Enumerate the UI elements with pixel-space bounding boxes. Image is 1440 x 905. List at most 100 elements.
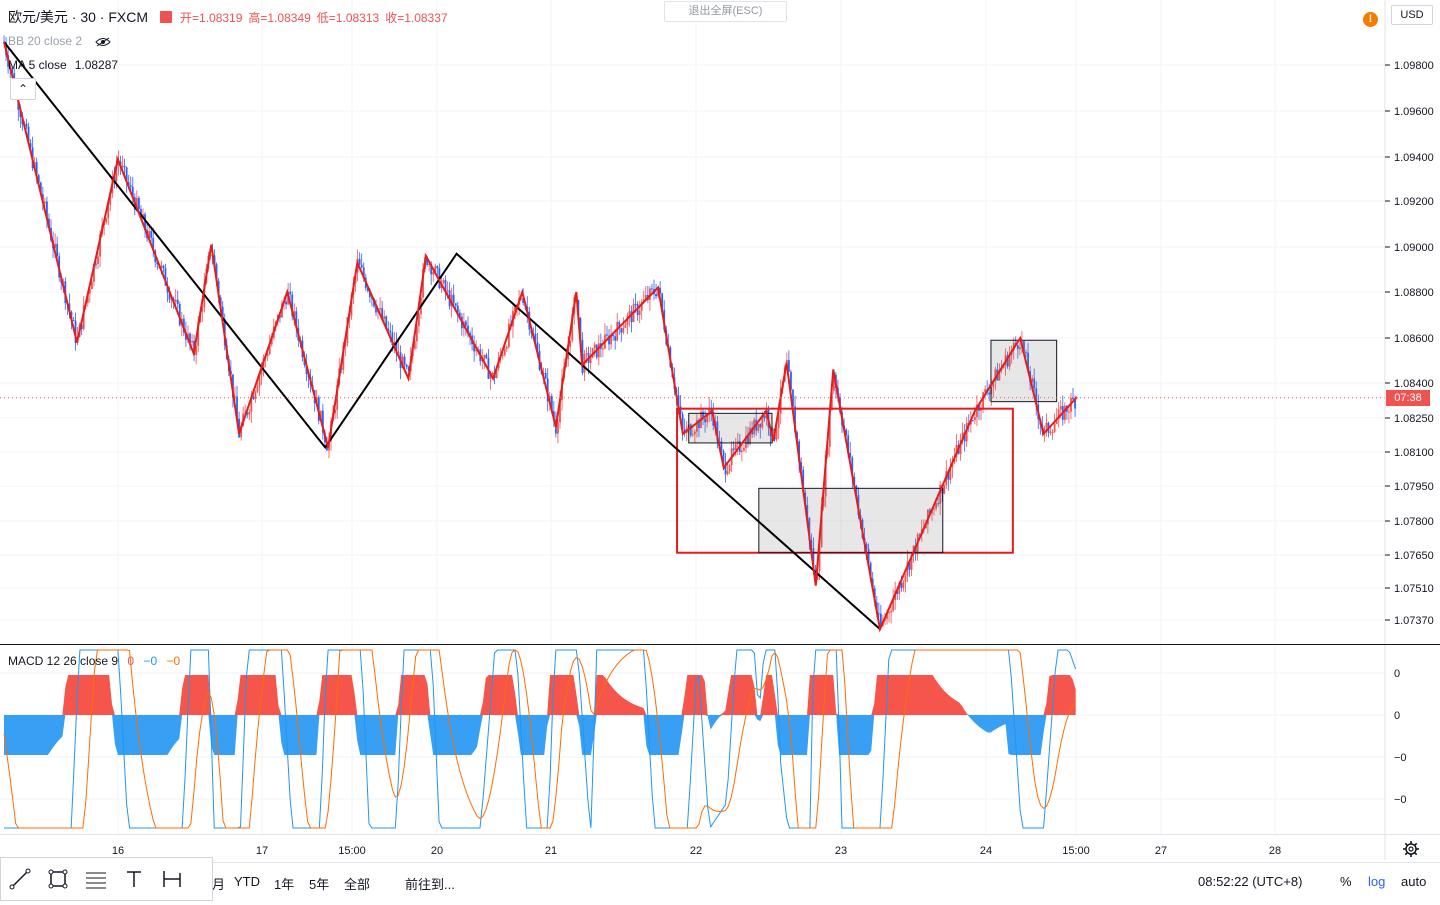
candle-body [935,503,937,509]
candle-body [115,165,118,182]
candle-body [117,161,120,166]
candle-body [170,299,173,301]
candle-body [1057,409,1060,420]
range-month[interactable]: 月 [212,877,226,892]
candle-body [740,450,743,453]
macd-indicator-legend[interactable]: MACD 12 26 close 9 0 −0 −0 [8,654,180,668]
macd-signal-line [3,649,1077,829]
candle-body [178,304,181,326]
candle-body [221,306,224,320]
log-scale-toggle[interactable]: log [1368,874,1386,889]
candle-body [295,311,298,329]
range-all[interactable]: 全部 [344,877,371,892]
candle-body [542,373,545,375]
candle-body [395,342,398,354]
time-tick-label: 28 [1269,845,1281,857]
macd-histogram-positive [4,675,1076,715]
candle-body [142,214,144,217]
price-tick-label: 1.08400 [1394,378,1434,390]
candle-body [980,409,982,411]
macd-tick-label: −0 [1394,752,1407,764]
ohlc-open: 开=1.08319 [180,10,243,25]
zigzag-black-line [3,41,881,630]
candle-body [845,429,848,436]
clock-readout[interactable]: 08:52:22 (UTC+8) [1198,874,1303,889]
range-ytd[interactable]: YTD [234,874,260,889]
candle-body [1012,343,1015,350]
measure-icon[interactable] [153,860,191,898]
candle-body [385,316,388,329]
ohlc-high: 高=1.08349 [248,10,311,25]
candle-body [900,583,903,588]
fib-icon[interactable] [77,860,115,898]
candle-body [976,404,978,418]
candle-body [495,368,498,379]
hidden-eye-icon[interactable] [95,37,112,47]
candle-body [716,421,719,442]
candle-body [585,353,588,355]
candle-body [534,333,537,343]
candle-body [626,315,629,325]
candle-body [557,422,559,434]
candle-body [810,540,813,549]
bb-indicator-legend[interactable]: BB 20 close 2 [8,34,112,48]
candle-body [144,214,146,231]
candle-body [270,337,273,345]
candle-body [383,316,386,320]
exit-fullscreen-button[interactable]: 退出全屏(ESC) [664,1,787,22]
currency-button[interactable]: USD [1391,5,1433,25]
candle-body [1063,405,1066,420]
candle-body [902,581,905,588]
goto-date-button[interactable]: 前往到... [405,877,455,892]
ma-indicator-legend[interactable]: MA 5 close 1.08287 [8,58,118,72]
candle-body [1049,432,1052,434]
candle-body [745,436,747,448]
candle-body [1072,397,1074,400]
macd-line [4,649,1077,829]
candle-body [593,344,596,349]
price-tick-label: 1.07510 [1394,583,1434,595]
candle-body [904,575,907,582]
candle-body [618,322,621,329]
candle-body [649,288,651,301]
percent-scale-toggle[interactable]: % [1340,874,1352,889]
price-tick-label: 1.09400 [1394,152,1434,164]
candle-body [195,346,198,355]
collapse-legend-button[interactable]: ⌃ [10,78,36,100]
price-tick-label: 1.08600 [1394,333,1434,345]
candle-body [971,419,974,421]
price-tick-label: 1.09000 [1394,242,1434,254]
candle-body [1051,431,1054,433]
time-tick-label: 17 [256,845,268,857]
candle-body [140,208,142,217]
candle-body [702,411,704,419]
notification-icon[interactable]: ! [1363,12,1378,27]
range-1y[interactable]: 1年 [274,877,295,892]
candle-body [379,308,381,310]
candle-body [489,374,492,379]
rectangle-icon[interactable] [39,860,77,898]
range-5y[interactable]: 5年 [309,877,330,892]
candle-body [74,320,77,343]
candle-body [1035,388,1038,405]
text-icon[interactable] [115,860,153,898]
time-tick-label: 24 [980,845,992,857]
candle-body [1033,378,1036,389]
price-tick-label: 1.07370 [1394,615,1434,627]
auto-scale-toggle[interactable]: auto [1401,874,1427,889]
macd-value-macd: −0 [143,654,158,668]
candle-body [763,415,766,419]
candle-body [704,418,706,423]
macd-value-histogram: 0 [127,654,135,668]
macd-histogram-negative [4,715,1076,755]
candle-body [413,341,416,349]
candle-body [483,354,486,360]
gear-icon[interactable] [1402,840,1420,858]
symbol-title[interactable]: 欧元/美元 · 30 · FXCM [8,9,149,25]
candle-body [334,409,337,414]
trend-line-icon[interactable] [1,860,39,898]
flag-icon[interactable] [160,11,173,23]
candle-body [865,544,868,549]
candle-body [1043,427,1046,432]
